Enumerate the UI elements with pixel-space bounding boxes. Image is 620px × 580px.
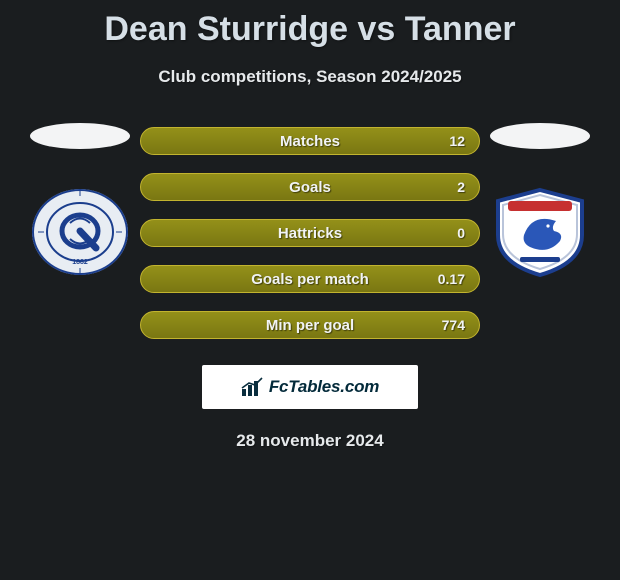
stat-row: Hattricks 0 xyxy=(140,219,480,247)
stat-label: Matches xyxy=(280,133,340,150)
stat-row: Goals per match 0.17 xyxy=(140,265,480,293)
brand-badge: FcTables.com xyxy=(202,365,418,409)
stat-row: Min per goal 774 xyxy=(140,311,480,339)
comparison-panel: 1882 Matches 12 Goals 2 Hattricks 0 Goal… xyxy=(0,127,620,339)
cardiff-crest-icon xyxy=(490,187,590,277)
stat-row: Matches 12 xyxy=(140,127,480,155)
stat-label: Min per goal xyxy=(266,317,354,334)
stat-bars: Matches 12 Goals 2 Hattricks 0 Goals per… xyxy=(140,127,480,339)
club-crest-right xyxy=(490,187,590,277)
svg-text:1882: 1882 xyxy=(72,259,88,266)
page-title: Dean Sturridge vs Tanner xyxy=(0,0,620,49)
stat-value: 0.17 xyxy=(438,271,465,287)
stat-value: 12 xyxy=(449,133,465,149)
stat-row: Goals 2 xyxy=(140,173,480,201)
avatar-placeholder-left xyxy=(30,123,130,149)
stat-value: 2 xyxy=(457,179,465,195)
brand-label: FcTables.com xyxy=(269,377,379,397)
stat-value: 774 xyxy=(442,317,465,333)
stat-label: Goals xyxy=(289,179,331,196)
avatar-placeholder-right xyxy=(490,123,590,149)
bar-chart-icon xyxy=(241,377,263,397)
player-right-column xyxy=(480,127,600,339)
stat-value: 0 xyxy=(457,225,465,241)
qpr-crest-icon: 1882 xyxy=(30,187,130,277)
stat-label: Goals per match xyxy=(251,271,369,288)
player-left-column: 1882 xyxy=(20,127,140,339)
stat-label: Hattricks xyxy=(278,225,342,242)
club-crest-left: 1882 xyxy=(30,187,130,277)
page-subtitle: Club competitions, Season 2024/2025 xyxy=(0,67,620,87)
snapshot-date: 28 november 2024 xyxy=(0,431,620,451)
